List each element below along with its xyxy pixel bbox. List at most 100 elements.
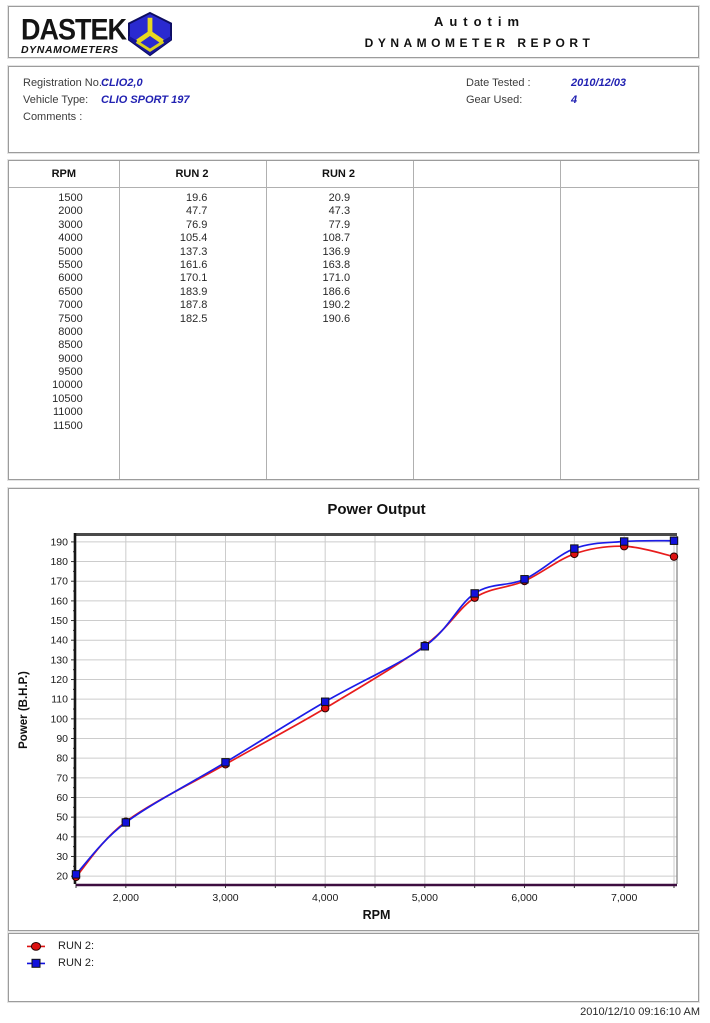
table-cell: 5000 (58, 245, 83, 258)
svg-text:110: 110 (51, 694, 68, 706)
table-row: 2000 47.7 47.3 (9, 205, 698, 218)
svg-text:140: 140 (50, 635, 68, 647)
svg-text:190: 190 (50, 536, 68, 548)
vehicle-type-label: Vehicle Type: (23, 94, 89, 106)
chart-ticks (71, 541, 675, 888)
date-tested-value: 2010/12/03 (571, 77, 627, 89)
table-row: 11000 (9, 406, 698, 419)
table-cell: 190.6 (322, 312, 351, 325)
table-cell: 186.6 (322, 285, 351, 298)
table-cell: 9000 (58, 352, 83, 365)
table-cell: 105.4 (179, 232, 208, 245)
table-cell: 6000 (58, 272, 83, 285)
legend-item: RUN 2: (27, 939, 94, 953)
vehicle-info-panel: Registration No. : CLIO2,0 Vehicle Type:… (8, 66, 699, 153)
circle-marker (669, 552, 679, 561)
table-cell (412, 232, 558, 245)
power-chart-svg: 2,000 3,000 4,000 5,000 6,000 7,000 20 30 40 50 60… (50, 533, 679, 904)
table-cell: 3000 (58, 218, 83, 231)
table-cell (559, 353, 698, 366)
table-cell: 163.8 (322, 258, 351, 271)
table-cell: 8500 (58, 339, 83, 352)
table-cell (559, 246, 698, 259)
table-row: 7500 182.5 190.6 (9, 313, 698, 326)
gear-used-value: 4 (571, 94, 578, 106)
report-type: DYNAMOMETER REPORT (364, 36, 595, 50)
table-cell (559, 326, 698, 339)
square-marker (420, 642, 430, 651)
table-cell: 182.5 (179, 312, 208, 325)
table-cell (559, 393, 698, 406)
square-marker (221, 758, 230, 767)
svg-text:180: 180 (50, 556, 68, 568)
table-row: 6500 183.9 186.6 (9, 286, 698, 299)
table-cell (119, 339, 266, 352)
date-tested-row: Date Tested : (466, 76, 531, 90)
table-cell: 76.9 (185, 218, 208, 231)
table-cell (119, 379, 266, 392)
table-row: 1500 19.6 20.9 (9, 192, 698, 205)
table-cell (412, 219, 558, 232)
table-column-divider (560, 161, 561, 479)
svg-text:4,000: 4,000 (312, 892, 338, 904)
table-cell (265, 420, 412, 433)
table-cell (412, 366, 558, 379)
table-cell: 4000 (58, 232, 83, 245)
table-cell: 20.9 (328, 192, 351, 204)
table-cell (119, 353, 266, 366)
svg-text:80: 80 (56, 753, 68, 765)
table-cell (265, 393, 412, 406)
svg-text:60: 60 (56, 792, 68, 804)
report-timestamp: 2010/12/10 09:16:10 AM (580, 1006, 700, 1018)
square-marker (520, 575, 529, 584)
registration-value: CLIO2,0 (101, 77, 143, 89)
table-row: 10000 (9, 379, 698, 392)
legend-item: RUN 2: (27, 956, 94, 970)
table-header-cell: RUN 2 (322, 168, 356, 180)
table-cell (412, 272, 558, 285)
table-cell (559, 259, 698, 272)
vehicle-type-value: CLIO SPORT 197 (101, 94, 190, 106)
table-cell (412, 420, 558, 433)
table-row: 4000 105.4 108.7 (9, 232, 698, 245)
table-cell: 7500 (58, 312, 83, 325)
svg-text:3,000: 3,000 (212, 892, 238, 904)
table-cell (265, 366, 412, 379)
svg-text:170: 170 (50, 576, 68, 588)
table-cell (559, 379, 698, 392)
table-cell (412, 286, 558, 299)
comments-row: Comments : (23, 110, 82, 124)
table-cell: 11500 (52, 419, 83, 432)
table-cell: 161.6 (179, 258, 208, 271)
registration-label: Registration No. : (23, 77, 108, 89)
table-body: 1500 19.6 20.9 2000 47.7 47.3 3000 76.9 77.9 4000… (9, 192, 698, 433)
table-cell (412, 339, 558, 352)
svg-text:20: 20 (56, 871, 68, 883)
legend-label: RUN 2: (58, 940, 95, 952)
legend-label: RUN 2: (58, 957, 95, 969)
table-cell (412, 326, 558, 339)
table-cell (559, 286, 698, 299)
table-cell (559, 219, 698, 232)
table-cell (265, 379, 412, 392)
rpm-data-table-panel: RPM RUN 2 RUN 2 1500 19.6 20.9 2000 47.7 47.3 30… (8, 160, 699, 480)
table-cell: 170.1 (179, 272, 208, 285)
table-cell (119, 406, 266, 419)
table-cell (559, 366, 698, 379)
chart-series-blue-run2 (71, 536, 679, 879)
svg-text:70: 70 (56, 772, 68, 784)
table-row: 9000 (9, 353, 698, 366)
table-cell (412, 205, 558, 218)
svg-text:40: 40 (56, 831, 68, 843)
table-cell (412, 353, 558, 366)
power-output-chart-panel: Power Output Power (B.H.P.) RPM 2,000 3,0… (8, 488, 699, 931)
table-row: 9500 (9, 366, 698, 379)
table-cell (559, 205, 698, 218)
table-cell (559, 339, 698, 352)
header-panel: DASTEK DYNAMOMETERS Autotim DYNAMOMETER … (8, 6, 699, 58)
table-row: 7000 187.8 190.2 (9, 299, 698, 312)
table-header-cell: RUN 2 (175, 168, 209, 180)
circle-marker (27, 941, 45, 951)
table-row: 5000 137.3 136.9 (9, 246, 698, 259)
table-row: 6000 170.1 171.0 (9, 272, 698, 285)
